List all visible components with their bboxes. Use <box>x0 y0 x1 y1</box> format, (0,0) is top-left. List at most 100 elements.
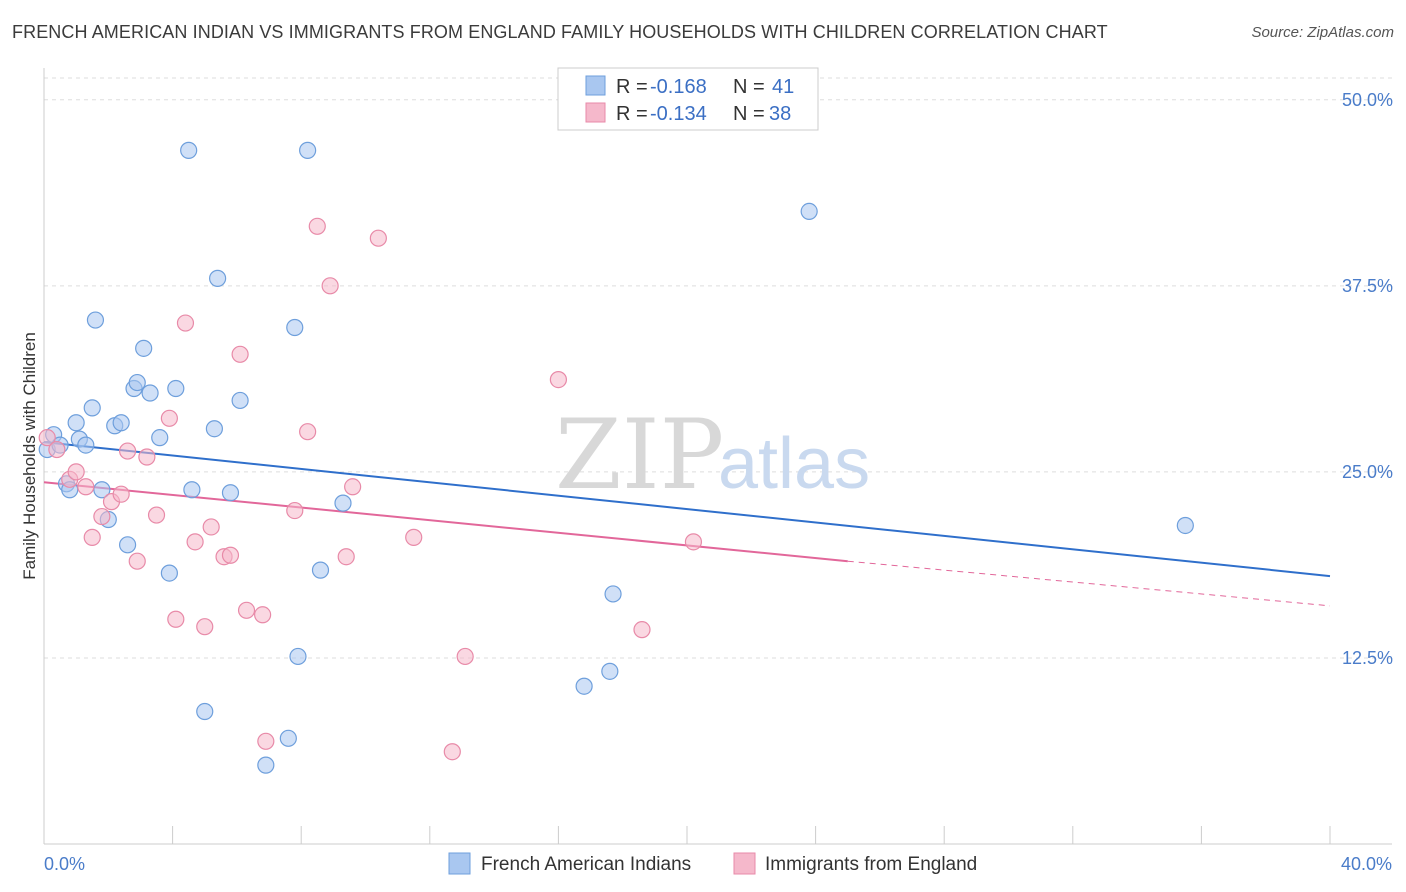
watermark-atlas: atlas <box>718 424 870 504</box>
point-immigrants-from-england <box>112 485 130 503</box>
point-french-american-indians <box>86 311 105 329</box>
point-immigrants-from-england <box>167 610 185 628</box>
point-immigrants-from-england <box>299 423 317 441</box>
point-immigrants-from-england <box>93 507 111 526</box>
point-immigrants-from-england <box>176 314 195 332</box>
point-french-american-indians <box>135 339 153 357</box>
data-points <box>38 141 1194 774</box>
point-immigrants-from-england <box>308 217 326 235</box>
point-french-american-indians <box>180 141 198 159</box>
series-legend-swatch-pink <box>733 852 756 875</box>
legend-swatch-blue <box>585 75 606 96</box>
point-immigrants-from-england <box>633 621 651 639</box>
watermark-zip: ZIP <box>555 399 724 511</box>
point-french-american-indians <box>151 429 169 447</box>
point-french-american-indians <box>221 484 240 502</box>
point-immigrants-from-england <box>160 409 178 427</box>
trend-line-pink-extension <box>847 560 1331 607</box>
point-immigrants-from-england <box>147 506 166 524</box>
point-french-american-indians <box>183 481 201 499</box>
series-legend-swatch-blue <box>448 852 471 875</box>
point-french-american-indians <box>196 702 214 721</box>
legend-n-label-2: N = <box>733 103 765 125</box>
point-french-american-indians <box>800 202 818 221</box>
y-tick-label: 12.5% <box>1342 648 1393 668</box>
series-legend: French American Indians Immigrants from … <box>448 852 977 875</box>
y-tick-labels: 12.5% 25.0% 37.5% 50.0% <box>1342 90 1393 668</box>
point-french-american-indians <box>279 729 297 747</box>
point-french-american-indians <box>167 379 185 398</box>
point-immigrants-from-england <box>369 229 387 247</box>
point-french-american-indians <box>299 141 317 159</box>
point-immigrants-from-england <box>202 518 220 536</box>
point-immigrants-from-england <box>231 345 249 363</box>
y-tick-label: 50.0% <box>1342 90 1393 110</box>
legend-n-value-2: 38 <box>769 103 791 125</box>
legend-r-label-2: R = <box>616 103 648 125</box>
point-french-american-indians <box>83 399 101 417</box>
point-immigrants-from-england <box>138 448 156 466</box>
point-french-american-indians <box>286 318 304 337</box>
legend-n-value-1: 41 <box>772 76 794 98</box>
point-immigrants-from-england <box>549 371 568 389</box>
legend-r-value-2: -0.134 <box>650 103 707 125</box>
point-immigrants-from-england <box>405 528 423 546</box>
point-immigrants-from-england <box>286 501 304 520</box>
point-immigrants-from-england <box>443 743 461 761</box>
point-immigrants-from-england <box>67 463 85 481</box>
y-tick-label: 25.0% <box>1342 462 1393 482</box>
point-french-american-indians <box>112 414 130 432</box>
x-tick-label-min: 0.0% <box>44 854 85 874</box>
legend-swatch-pink <box>585 102 606 123</box>
point-french-american-indians <box>118 536 137 554</box>
point-french-american-indians <box>141 384 159 402</box>
legend-n-label-1: N = <box>733 76 765 98</box>
point-immigrants-from-england <box>344 478 362 496</box>
source-label: Source: ZipAtlas.com <box>1251 24 1394 41</box>
chart-title: FRENCH AMERICAN INDIAN VS IMMIGRANTS FRO… <box>12 22 1108 42</box>
point-immigrants-from-england <box>257 732 275 750</box>
point-immigrants-from-england <box>48 440 66 459</box>
point-french-american-indians <box>77 436 95 454</box>
point-immigrants-from-england <box>118 442 137 460</box>
point-immigrants-from-england <box>196 618 214 636</box>
point-french-american-indians <box>604 585 622 603</box>
x-tick-label-max: 40.0% <box>1341 854 1392 874</box>
trend-lines <box>43 441 1331 607</box>
point-french-american-indians <box>1176 516 1194 535</box>
y-axis-label: Family Households with Children <box>20 332 39 580</box>
point-french-american-indians <box>209 269 227 287</box>
point-french-american-indians <box>205 420 223 438</box>
grid-lines <box>44 77 1392 659</box>
point-french-american-indians <box>289 647 307 666</box>
point-french-american-indians <box>67 414 85 432</box>
point-french-american-indians <box>257 756 275 774</box>
point-immigrants-from-england <box>456 647 474 666</box>
point-french-american-indians <box>334 494 352 512</box>
legend-r-value-1: -0.168 <box>650 76 707 98</box>
trend-line-blue <box>43 441 1331 578</box>
point-immigrants-from-england <box>38 429 56 447</box>
point-french-american-indians <box>93 481 111 499</box>
stats-legend: R = -0.168 N = 41 R = -0.134 N = 38 <box>557 67 819 131</box>
y-tick-label: 37.5% <box>1342 276 1393 296</box>
legend-r-label-1: R = <box>616 76 648 98</box>
point-immigrants-from-england <box>77 478 95 496</box>
point-immigrants-from-england <box>221 546 240 564</box>
point-immigrants-from-england <box>254 606 272 624</box>
point-french-american-indians <box>601 662 619 680</box>
point-immigrants-from-england <box>684 533 703 551</box>
point-immigrants-from-england <box>237 601 256 619</box>
point-immigrants-from-england <box>83 528 101 546</box>
point-immigrants-from-england <box>186 533 204 551</box>
series-legend-label-blue: French American Indians <box>481 854 691 875</box>
trend-line-pink <box>43 481 848 563</box>
point-immigrants-from-england <box>321 277 339 295</box>
point-french-american-indians <box>575 677 593 695</box>
point-french-american-indians <box>311 561 330 579</box>
point-french-american-indians <box>128 373 146 392</box>
point-french-american-indians <box>231 391 249 410</box>
point-french-american-indians <box>160 564 178 582</box>
series-legend-label-pink: Immigrants from England <box>765 854 977 875</box>
